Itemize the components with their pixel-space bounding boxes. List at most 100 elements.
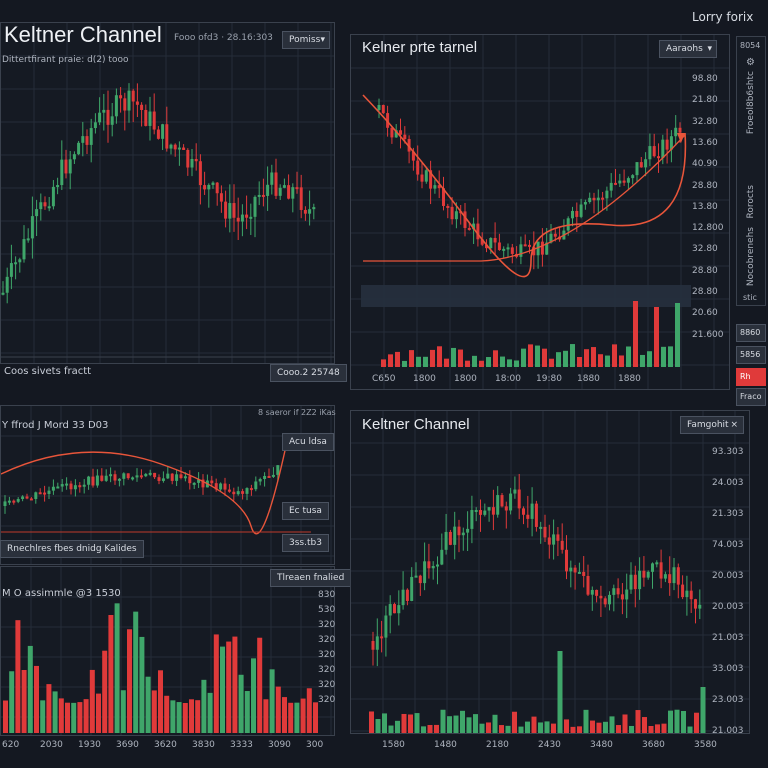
time-label: 1580 bbox=[382, 740, 405, 750]
volume-bar bbox=[612, 344, 617, 367]
volume-bar bbox=[528, 344, 533, 367]
keltner-curve bbox=[1, 445, 287, 535]
candle-body bbox=[166, 473, 170, 479]
candle-body bbox=[119, 95, 123, 99]
indicator-dropdown[interactable]: Famgohit × bbox=[680, 416, 744, 434]
volume-bar bbox=[21, 669, 27, 733]
candle-body bbox=[201, 479, 205, 488]
volume-bar bbox=[244, 691, 250, 733]
volume-bar bbox=[421, 726, 426, 733]
volume-bar bbox=[58, 698, 64, 733]
candle-body bbox=[249, 216, 253, 219]
candle-body bbox=[73, 485, 77, 490]
candle-body bbox=[47, 206, 51, 209]
volume-bar bbox=[626, 346, 631, 367]
indicator-dropdown[interactable]: Aaraohs ▾ bbox=[659, 40, 717, 58]
candle-body bbox=[291, 187, 295, 199]
volume-bar bbox=[551, 723, 556, 733]
volume-bar bbox=[535, 345, 540, 367]
upper-band-button[interactable]: Acu ldsa bbox=[282, 433, 334, 451]
price-label: 32.80 bbox=[692, 244, 718, 255]
price-label: 20.003 bbox=[712, 602, 744, 612]
volume-bar bbox=[505, 725, 511, 733]
candle-body bbox=[472, 223, 476, 230]
volume-bar bbox=[127, 629, 132, 733]
candle-body bbox=[25, 496, 29, 499]
legend-label: Rnechlres fbes dnidg Kalides bbox=[0, 540, 144, 558]
candle-body bbox=[214, 483, 218, 490]
panel-title: Kelner prte tarnel bbox=[362, 39, 478, 56]
candle-body bbox=[371, 641, 375, 650]
chevron-down-icon: ▾ bbox=[707, 44, 712, 54]
candle-body bbox=[228, 203, 232, 219]
sidebar-button[interactable]: Fraco bbox=[736, 388, 766, 406]
candle-body bbox=[236, 491, 240, 495]
candle-body bbox=[588, 197, 592, 203]
candle-body bbox=[655, 562, 659, 565]
candle-body bbox=[685, 590, 689, 598]
candle-body bbox=[232, 203, 236, 218]
candle-body bbox=[457, 526, 461, 536]
candle-body bbox=[241, 491, 245, 494]
candle-body bbox=[444, 531, 448, 550]
candle-body bbox=[380, 636, 384, 639]
action-button[interactable]: Tlreaen fnalied bbox=[270, 569, 352, 587]
chart-panel-bottom-left bbox=[0, 566, 335, 736]
candle-body bbox=[403, 134, 407, 140]
sidebar-button[interactable]: 5856 bbox=[736, 346, 766, 364]
candle-body bbox=[416, 160, 420, 175]
candle-body bbox=[175, 474, 179, 481]
dropdown-label: Pomiss bbox=[289, 35, 321, 45]
sidebar-button-active[interactable]: Rh bbox=[736, 368, 766, 386]
volume-bar bbox=[300, 698, 306, 733]
candle-body bbox=[377, 105, 381, 110]
volume-bar bbox=[46, 684, 52, 733]
timeframe-dropdown[interactable]: Pomiss ▾ bbox=[282, 31, 330, 49]
sidebar-button[interactable]: 8860 bbox=[736, 324, 766, 342]
candle-body bbox=[161, 478, 165, 481]
candle-body bbox=[582, 571, 586, 576]
candle-body bbox=[476, 223, 480, 240]
candle-body bbox=[534, 503, 538, 527]
candle-body bbox=[26, 238, 30, 241]
volume-bar bbox=[447, 716, 452, 733]
candle-body bbox=[530, 503, 534, 519]
volume-label: 830 bbox=[318, 590, 336, 600]
candle-body bbox=[440, 549, 444, 565]
candle-body bbox=[384, 615, 388, 638]
candle-body bbox=[646, 571, 650, 578]
candle-body bbox=[14, 262, 18, 265]
candle-body bbox=[131, 90, 135, 102]
close-icon[interactable]: × bbox=[730, 420, 738, 430]
footer-readout-button[interactable]: Cooo.2 25748 bbox=[270, 364, 347, 382]
candle-body bbox=[122, 473, 126, 479]
candle-body bbox=[694, 599, 697, 609]
volume-bar bbox=[89, 669, 95, 733]
candle-body bbox=[85, 136, 89, 145]
candle-body bbox=[227, 489, 231, 492]
gear-icon[interactable]: ⚙ bbox=[746, 57, 755, 68]
chart-subtitle: Dittertfirant praie: d(2) tooo bbox=[2, 55, 129, 65]
candle-body bbox=[433, 185, 437, 189]
candle-body bbox=[401, 589, 405, 606]
volume-bar bbox=[453, 715, 459, 733]
candle-body bbox=[681, 584, 685, 598]
middle-line-button[interactable]: Ec tusa bbox=[282, 502, 329, 520]
volume-bar bbox=[493, 350, 498, 367]
candle-body bbox=[29, 498, 33, 501]
candle-body bbox=[523, 244, 527, 247]
candle-body bbox=[39, 202, 43, 210]
candle-body bbox=[271, 474, 275, 477]
volume-bar bbox=[15, 620, 21, 733]
candle-body bbox=[232, 491, 236, 495]
candle-body bbox=[102, 109, 106, 113]
candle-body bbox=[390, 127, 394, 138]
time-label: 3680 bbox=[642, 740, 665, 750]
volume-bar bbox=[313, 702, 318, 733]
candle-body bbox=[16, 499, 20, 502]
candle-body bbox=[642, 570, 646, 578]
volume-bar bbox=[668, 710, 673, 733]
candle-body bbox=[571, 210, 574, 219]
lower-band-button[interactable]: 3ss.tb3 bbox=[282, 534, 329, 552]
candle-body bbox=[672, 567, 676, 584]
